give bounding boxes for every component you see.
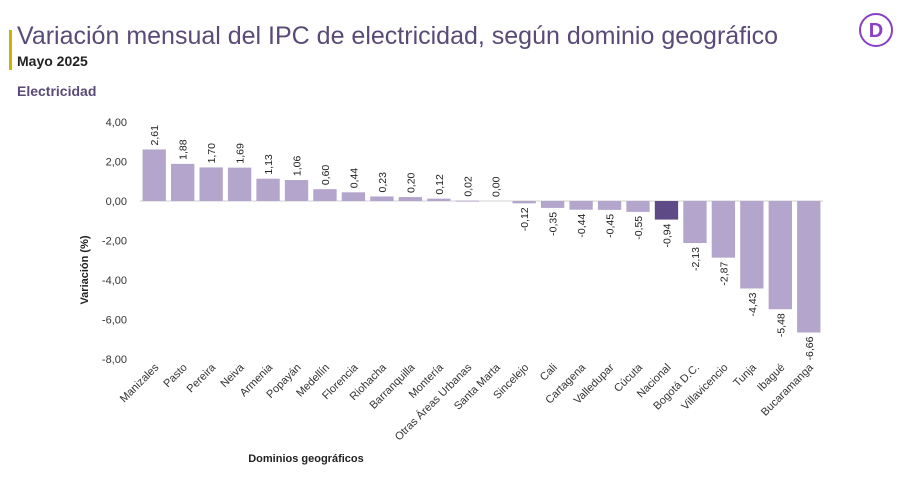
bar-cartagena	[569, 201, 593, 210]
data-label: 2,61	[149, 125, 161, 146]
y-tick-label: 0,00	[106, 196, 127, 208]
data-label: 1,13	[263, 154, 275, 175]
bar-villavicencio	[711, 201, 736, 258]
bar-pasto	[171, 163, 195, 201]
data-label: 0,00	[491, 176, 503, 197]
dane-logo-icon: D	[859, 13, 893, 47]
data-label: 0,44	[348, 168, 360, 189]
data-label: -0,12	[519, 207, 531, 231]
bar-tunja	[740, 201, 764, 289]
x-tick-label: Pereira	[185, 361, 219, 395]
bar-monter-a	[427, 198, 451, 201]
x-tick-label: Cali	[538, 362, 560, 384]
bar-nacional	[654, 201, 679, 220]
y-tick-label: -2,00	[102, 236, 127, 248]
logo-letter: D	[869, 20, 883, 42]
bar-bucaramanga	[797, 201, 821, 333]
data-label: 1,06	[292, 155, 304, 176]
bar-otras-reas-urbanas	[455, 200, 479, 202]
page-subtitle: Mayo 2025	[17, 53, 88, 69]
bar-sincelejo	[512, 201, 536, 204]
y-tick-label: -4,00	[102, 275, 127, 287]
bar-popay-n	[284, 180, 309, 201]
y-tick-label: -6,00	[102, 315, 127, 327]
data-label: -5,48	[775, 313, 787, 337]
bar-pereira	[199, 167, 223, 201]
bar-c-cuta	[626, 201, 650, 212]
data-label: 1,70	[206, 143, 218, 164]
chart-section-label: Electricidad	[17, 83, 97, 99]
data-label: -2,87	[718, 262, 730, 286]
data-label: 0,23	[377, 172, 389, 193]
bar-medell-n	[313, 189, 337, 201]
data-label: -0,55	[633, 216, 645, 240]
bar-manizales	[142, 149, 166, 201]
title-accent-bar	[9, 30, 12, 70]
y-tick-label: 4,00	[106, 117, 127, 129]
data-label: -0,45	[605, 214, 617, 238]
data-label: 0,60	[320, 165, 332, 186]
bar-valledupar	[597, 201, 622, 210]
bar-florencia	[341, 192, 366, 201]
data-label: -0,44	[576, 214, 588, 238]
bar-bogot-d-c-	[683, 201, 707, 244]
data-label: 0,20	[405, 172, 417, 193]
data-label: 0,12	[434, 174, 446, 195]
bar-barranquilla	[398, 197, 423, 201]
data-label: -2,13	[690, 247, 702, 271]
x-tick-label: Manizales	[118, 361, 162, 405]
page-title: Variación mensual del IPC de electricida…	[17, 22, 779, 50]
bar-cali	[540, 201, 565, 208]
x-axis-title: Dominios geográficos	[248, 453, 364, 465]
data-label: -0,35	[548, 212, 560, 236]
data-label: 1,88	[178, 139, 190, 160]
data-label: -6,66	[804, 336, 816, 360]
data-label: 0,02	[462, 176, 474, 197]
bar-neiva	[227, 167, 252, 201]
bar-ibagu-	[768, 201, 792, 310]
y-tick-label: -8,00	[102, 354, 127, 366]
y-axis-title: Variación (%)	[79, 235, 91, 304]
data-label: -0,94	[661, 223, 673, 247]
data-label: 1,69	[235, 143, 247, 164]
y-tick-label: 2,00	[106, 157, 127, 169]
data-label: -4,43	[747, 292, 759, 316]
bar-riohacha	[370, 196, 394, 201]
bar-armenia	[256, 178, 280, 201]
